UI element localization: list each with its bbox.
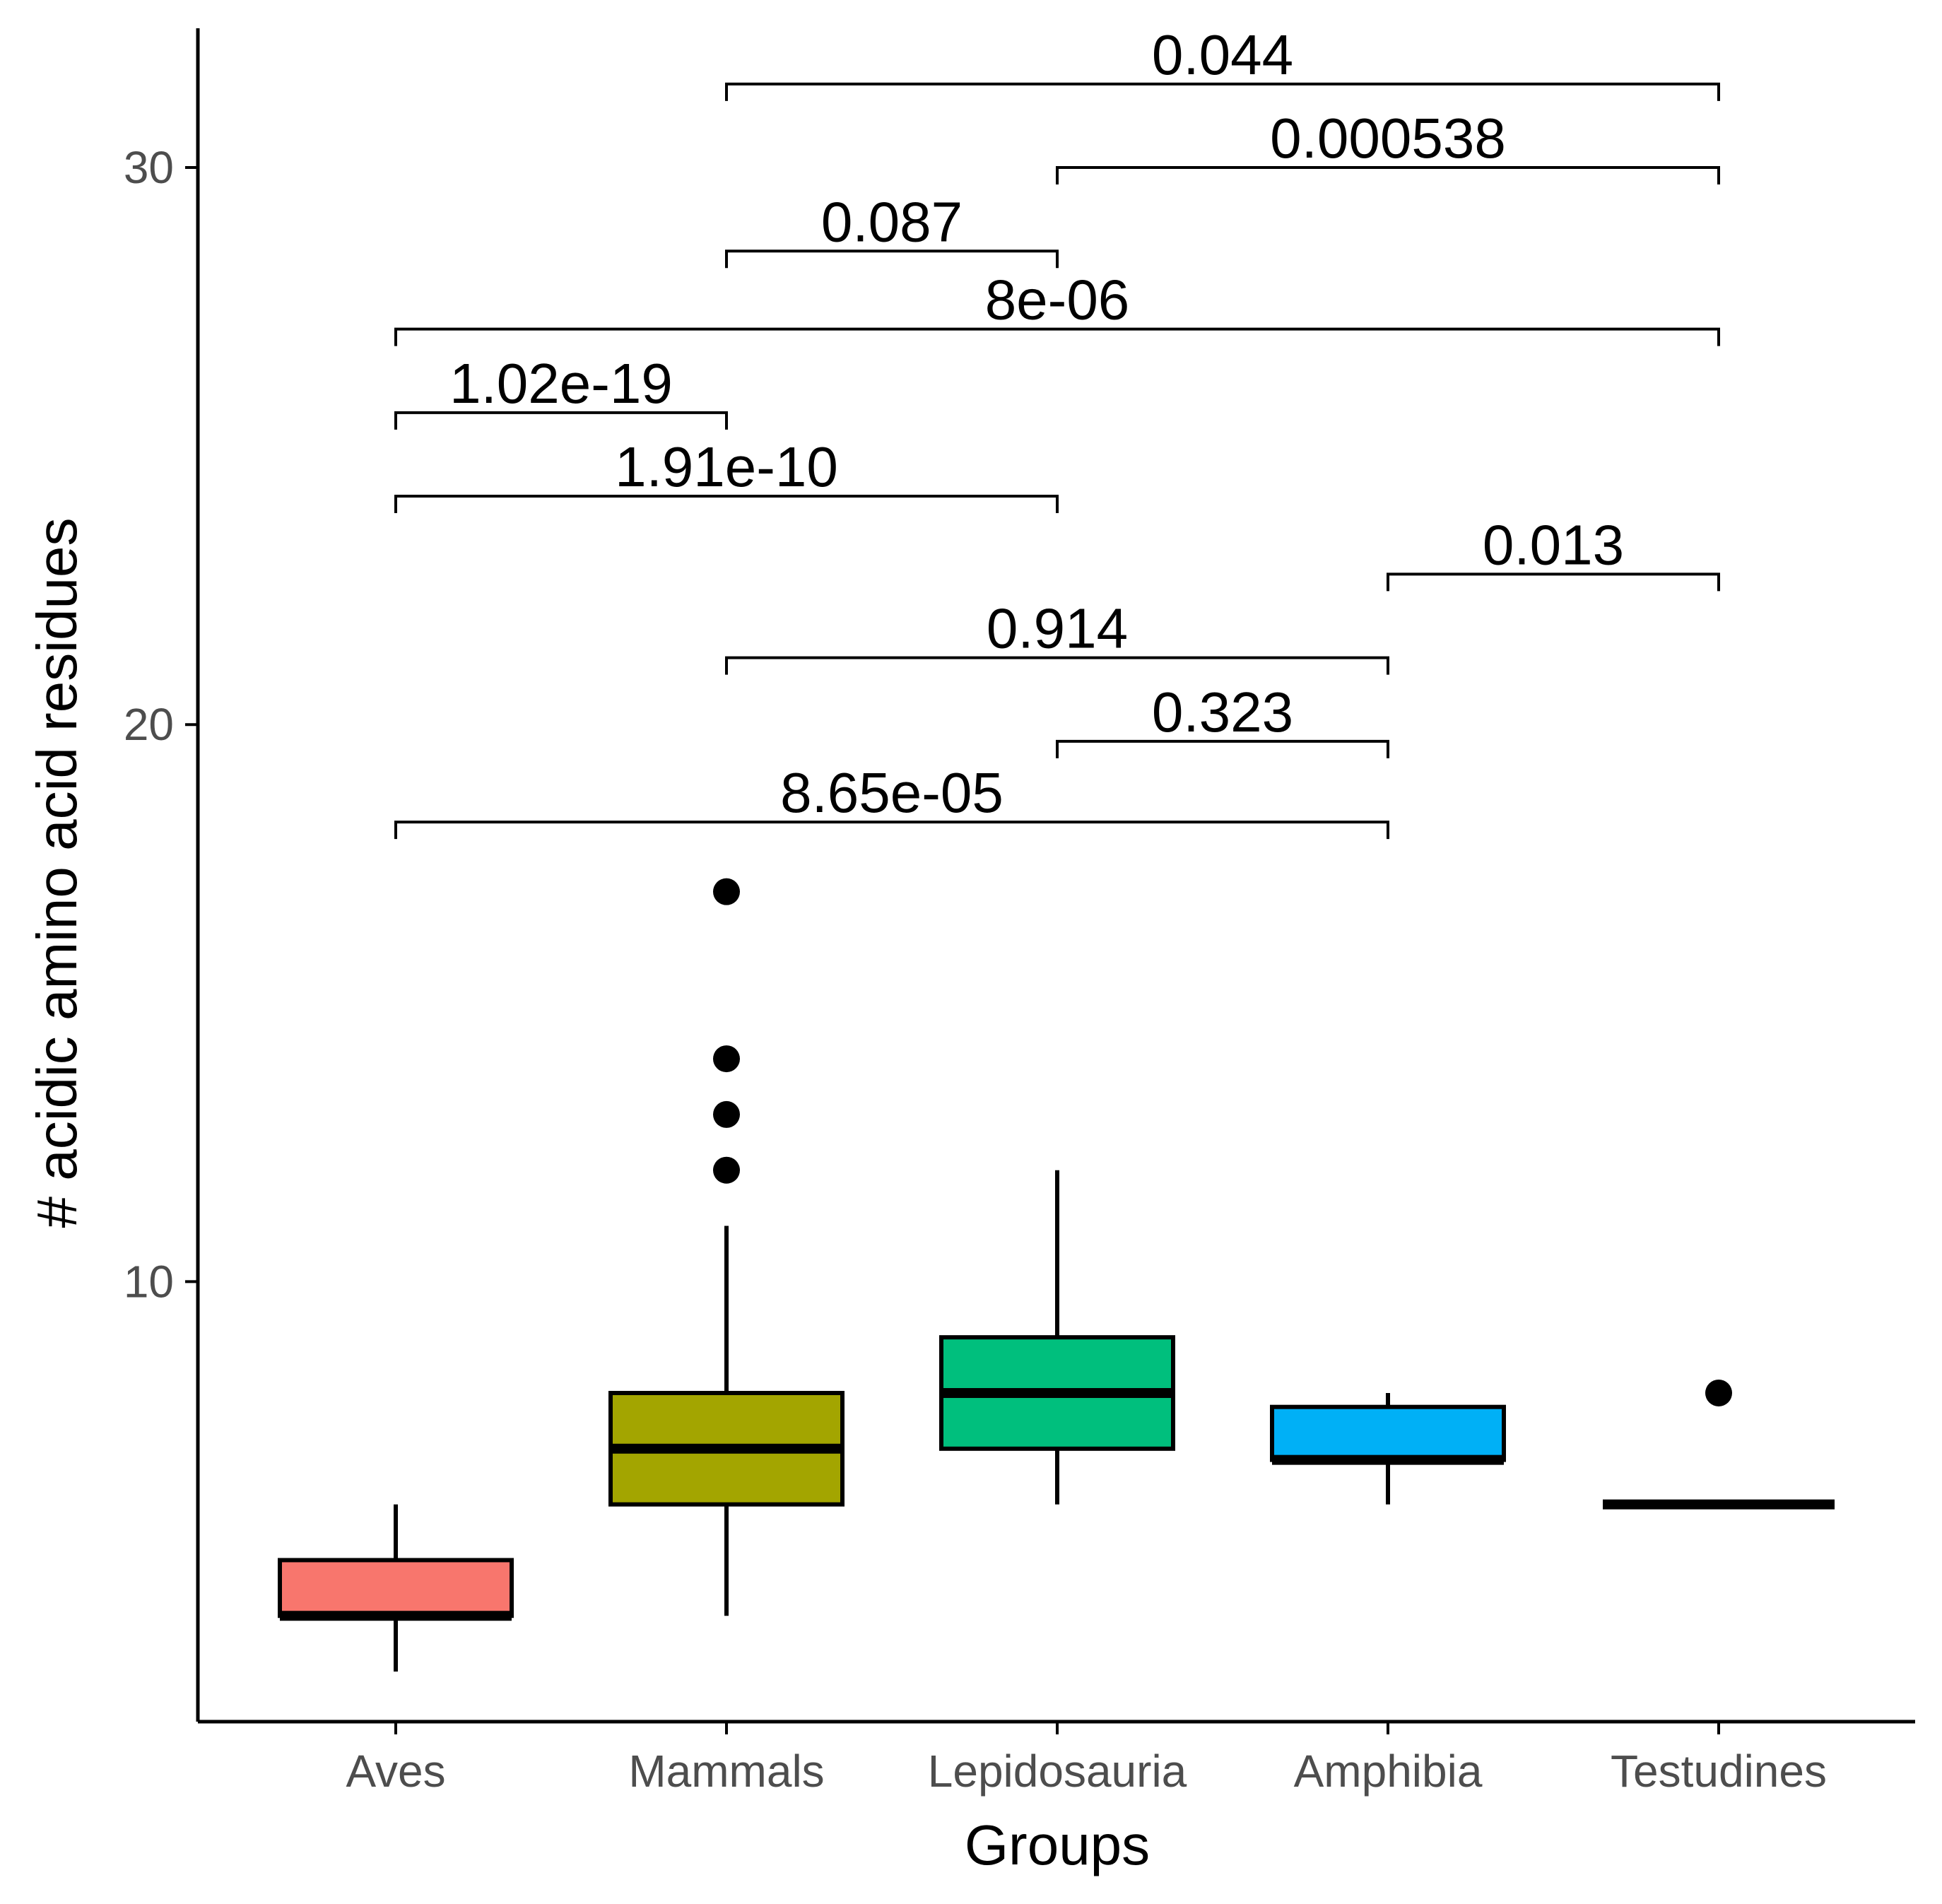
p-value-label: 0.013: [1483, 513, 1624, 576]
x-tick-label: Amphibia: [1294, 1746, 1483, 1797]
box-body: [1270, 1404, 1506, 1462]
comparison-bracket: [1387, 572, 1720, 592]
outlier-point: [713, 1156, 740, 1184]
y-tick-label: 30: [124, 142, 174, 193]
p-value-label: 0.323: [1152, 681, 1293, 744]
comparison-bracket: [725, 656, 1389, 675]
p-value-label: 0.000538: [1270, 107, 1506, 170]
p-value-label: 0.044: [1152, 23, 1293, 86]
comparison-bracket: [725, 82, 1720, 101]
comparison-bracket: [1056, 739, 1389, 758]
p-value-label: 0.914: [987, 597, 1128, 660]
p-value-label: 1.91e-10: [615, 435, 838, 498]
p-value-label: 8.65e-05: [780, 761, 1004, 824]
comparison-bracket: [394, 495, 1059, 514]
comparison-bracket: [725, 249, 1059, 269]
outlier-point: [713, 1045, 740, 1073]
comparison-bracket: [394, 821, 1389, 840]
outlier-point: [713, 1100, 740, 1128]
p-value-label: 8e-06: [985, 269, 1130, 331]
y-tick-label: 20: [124, 699, 174, 750]
outlier-point: [713, 878, 740, 905]
x-axis-title: Groups: [965, 1814, 1150, 1876]
comparison-bracket: [394, 327, 1720, 346]
x-tick-label: Aves: [346, 1746, 445, 1797]
comparison-bracket: [394, 411, 728, 430]
y-axis-title: # acidic amino acid residues: [25, 518, 88, 1228]
x-tick-label: Mammals: [628, 1746, 824, 1797]
outlier-point: [1705, 1379, 1732, 1406]
box-body: [278, 1558, 514, 1618]
x-tick-label: Testudines: [1611, 1746, 1827, 1797]
x-tick-label: Lepidosauria: [928, 1746, 1187, 1797]
p-value-label: 1.02e-19: [449, 352, 673, 415]
y-tick-label: 10: [124, 1256, 174, 1307]
p-value-label: 0.087: [821, 190, 963, 253]
comparison-bracket: [1056, 166, 1720, 185]
